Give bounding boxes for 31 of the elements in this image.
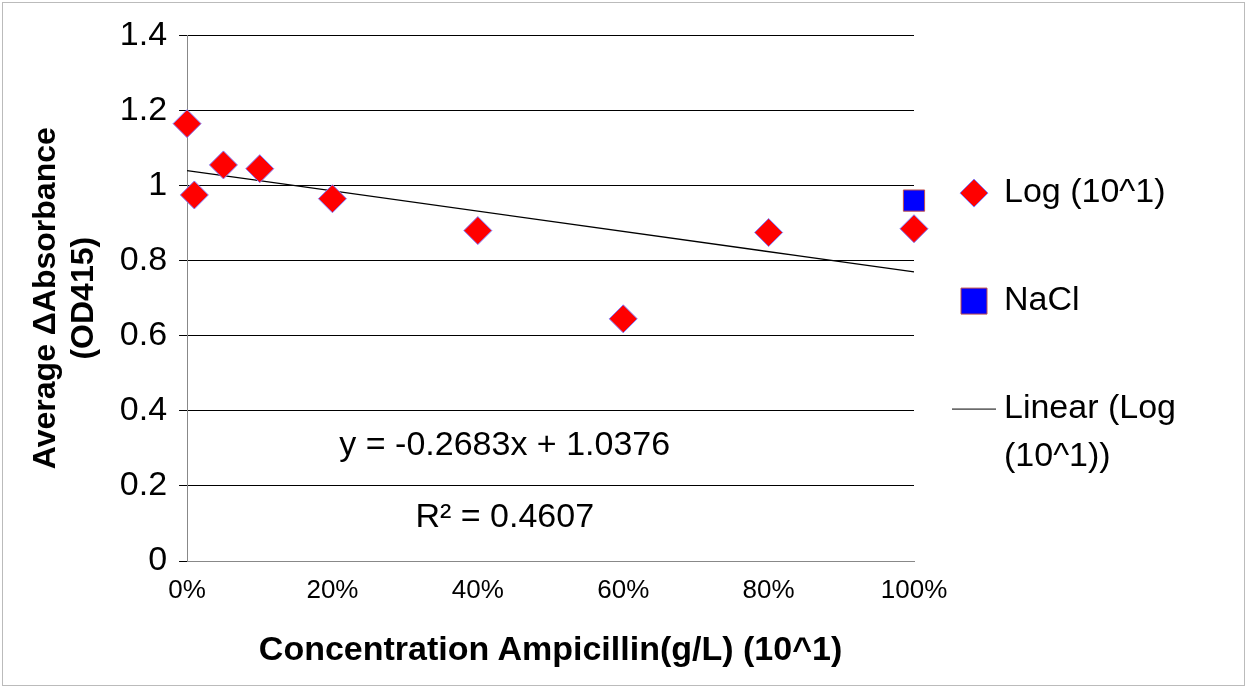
y-tick-label: 1.4: [119, 13, 168, 52]
y-axis-title: Average ΔAbsorbance (OD415): [26, 127, 101, 470]
y-tick-label: 1.2: [119, 88, 168, 127]
point: [902, 189, 926, 212]
y-tick-label: 0.2: [119, 464, 168, 503]
point: [172, 109, 202, 139]
point: [608, 304, 638, 334]
x-axis-title: Concentration Ampicillin(g/L) (10^1): [258, 628, 843, 667]
point: [463, 216, 493, 246]
point: [245, 154, 275, 184]
x-tick-label: 60%: [597, 573, 650, 604]
point: [754, 218, 784, 247]
y-tick-label: 0.6: [119, 314, 168, 353]
x-tick-label: 40%: [451, 573, 504, 604]
point: [899, 214, 929, 244]
legend-label: Linear (Log (10^1)): [1004, 387, 1177, 474]
y-tick-label: 1: [148, 163, 168, 202]
x-tick-label: 20%: [306, 573, 359, 604]
point: [179, 180, 209, 210]
x-tick-label: 100%: [880, 573, 948, 604]
x-tick-label: 80%: [742, 573, 795, 604]
annotation: y = -0.2683x + 1.0376: [339, 424, 671, 463]
legend-label: NaCl: [1004, 279, 1080, 318]
annotation: R² = 0.4607: [415, 496, 595, 535]
point: [208, 150, 238, 180]
y-tick-label: 0: [148, 539, 168, 578]
y-tick-label: 0.8: [119, 239, 168, 278]
x-tick-label: 0%: [168, 573, 206, 604]
point: [317, 184, 347, 214]
y-tick-label: 0.4: [119, 389, 168, 428]
legend-label: Log (10^1): [1004, 171, 1166, 210]
